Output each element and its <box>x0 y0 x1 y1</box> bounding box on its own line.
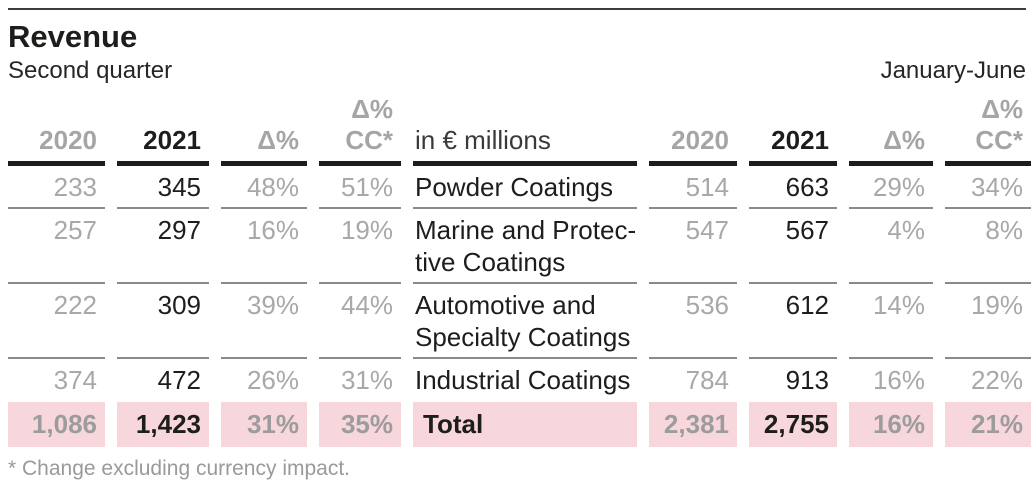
row-label: Marine and Protec- tive Coatings <box>413 209 637 284</box>
total-row-label: Total <box>413 402 637 447</box>
total-q2-delta-cc: 35% <box>319 402 401 447</box>
cell-h1-2020: 536 <box>649 284 737 359</box>
cell-q2-delta: 48% <box>221 166 307 209</box>
cell-q2-delta: 26% <box>246 365 299 395</box>
header-h1-2020: 2020 <box>649 94 737 166</box>
cell-q2-delta: 39% <box>221 284 307 359</box>
cell-q2-delta-cc: 19% <box>319 209 401 284</box>
row-label: Industrial Coatings <box>415 365 631 395</box>
revenue-table: 2020 2021 Δ% Δ% CC* in € millions 2020 2… <box>8 94 1031 447</box>
cell-h1-2021: 567 <box>749 209 837 284</box>
cell-q2-2020: 222 <box>8 284 105 359</box>
row-label: Powder Coatings <box>413 166 637 209</box>
cell-q2-2021: 472 <box>157 365 201 395</box>
period-row: Second quarter January-June <box>8 56 1026 86</box>
header-q2-2020: 2020 <box>8 94 105 166</box>
footnote: * Change excluding currency impact. <box>8 457 351 480</box>
cell-h1-delta: 14% <box>849 284 933 359</box>
cell-h1-2020: 547 <box>649 209 737 284</box>
cell-q2-2020: 257 <box>8 209 105 284</box>
total-h1-delta-cc: 21% <box>945 402 1031 447</box>
header-unit-label: in € millions <box>413 94 637 166</box>
cell-q2-2020: 233 <box>8 166 105 209</box>
cell-q2-delta-cc: 51% <box>319 166 401 209</box>
cell-h1-delta-cc: 34% <box>945 166 1031 209</box>
total-q2-delta: 31% <box>221 402 307 447</box>
total-h1-delta: 16% <box>849 402 933 447</box>
header-q2-delta: Δ% <box>221 94 307 166</box>
header-h1-delta-cc: Δ% CC* <box>945 94 1031 166</box>
cell-h1-delta: 4% <box>849 209 933 284</box>
total-q2-2020: 1,086 <box>8 402 105 447</box>
page-title: Revenue <box>8 19 138 54</box>
header-h1-delta: Δ% <box>849 94 933 166</box>
cell-q2-delta-cc: 31% <box>340 365 393 395</box>
cell-q2-delta-cc: 44% <box>319 284 401 359</box>
total-h1-2021: 2,755 <box>749 402 837 447</box>
cell-h1-2020: 784 <box>685 365 729 395</box>
period-left-label: Second quarter <box>8 57 173 84</box>
cell-q2-2020: 374 <box>53 365 97 395</box>
cell-q2-2021: 297 <box>117 209 209 284</box>
total-q2-2021: 1,423 <box>117 402 209 447</box>
cell-h1-delta-cc: 22% <box>970 365 1023 395</box>
cell-h1-2021: 663 <box>749 166 837 209</box>
cell-q2-2021: 345 <box>117 166 209 209</box>
cell-h1-2021: 913 <box>785 365 829 395</box>
cell-h1-2021: 612 <box>749 284 837 359</box>
header-h1-2021: 2021 <box>749 94 837 166</box>
total-h1-2020: 2,381 <box>649 402 737 447</box>
cell-q2-delta: 16% <box>221 209 307 284</box>
cell-h1-2020: 514 <box>649 166 737 209</box>
cell-q2-2021: 309 <box>117 284 209 359</box>
cell-h1-delta-cc: 8% <box>945 209 1031 284</box>
period-right-label: January-June <box>880 57 1026 84</box>
top-divider <box>8 8 1026 10</box>
cell-h1-delta-cc: 19% <box>945 284 1031 359</box>
cell-h1-delta: 29% <box>849 166 933 209</box>
cell-h1-delta: 16% <box>872 365 925 395</box>
header-q2-2021: 2021 <box>117 94 209 166</box>
row-label: Automotive and Specialty Coatings <box>413 284 637 359</box>
header-q2-delta-cc: Δ% CC* <box>319 94 401 166</box>
